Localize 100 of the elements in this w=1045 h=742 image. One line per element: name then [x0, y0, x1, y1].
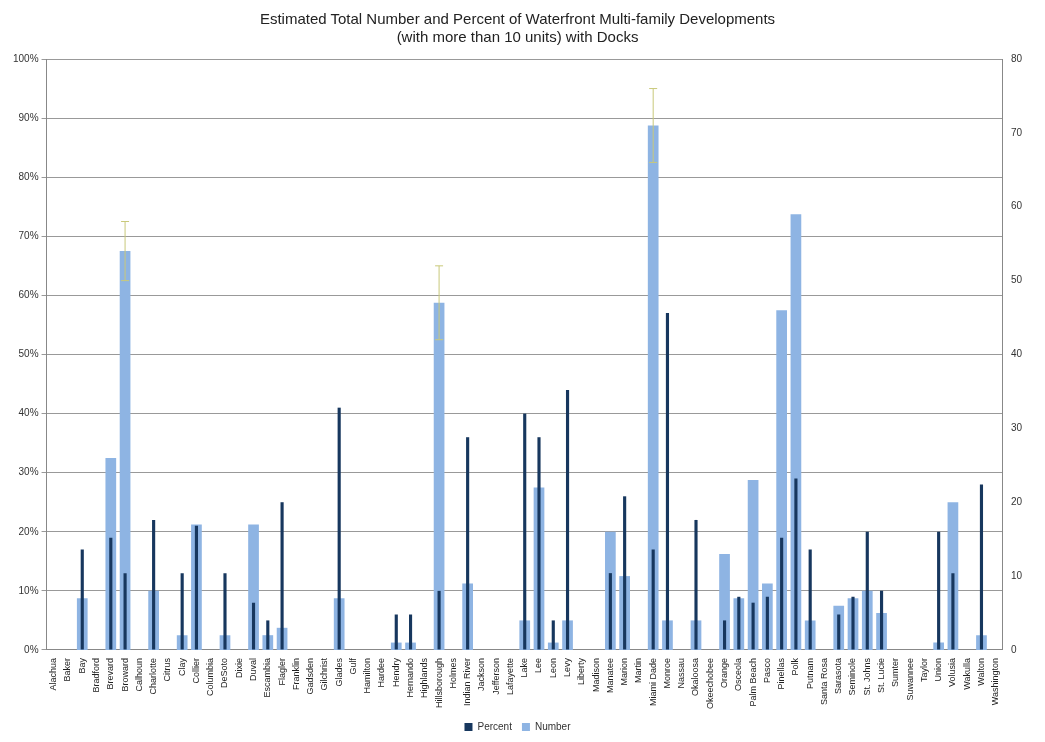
x-tick-label: Broward	[119, 657, 130, 692]
x-tick-label: Brevard	[105, 657, 116, 690]
x-tick-label: Gulf	[347, 657, 358, 675]
y2-tick-label: 50	[1010, 274, 1023, 286]
x-tick-label: Sarasota	[833, 657, 844, 694]
x-tick-label: Holmes	[447, 657, 458, 689]
x-tick-label: Escambia	[262, 657, 273, 698]
y-tick-label: 30%	[18, 466, 39, 478]
x-tick-label: Lee	[533, 657, 544, 673]
y-tick-label: 100%	[13, 52, 39, 64]
x-tick-label: Putnam	[804, 657, 815, 689]
x-tick-label: Levy	[562, 657, 573, 677]
y-tick-label: 90%	[18, 111, 39, 123]
x-tick-label: St. Johns	[861, 657, 872, 696]
y-tick-label: 10%	[18, 584, 39, 596]
x-tick-label: Martin	[633, 657, 644, 683]
x-tick-label: Baker	[62, 657, 73, 682]
x-tick-label: Santa Rosa	[818, 657, 829, 705]
y2-tick-label: 0	[1010, 643, 1017, 655]
bar	[722, 620, 727, 650]
x-tick-label: Lake	[519, 657, 530, 678]
x-tick-label: Gadsden	[305, 657, 316, 695]
x-tick-label: Palm Beach	[747, 657, 758, 707]
x-tick-label: Hernando	[405, 657, 416, 698]
x-tick-label: Monroe	[661, 657, 672, 689]
x-tick-label: Marion	[619, 657, 630, 686]
x-tick-label: Pasco	[761, 657, 772, 683]
x-tick-label: Lafayette	[504, 657, 515, 695]
bar	[123, 573, 127, 650]
x-tick-label: Volusia	[947, 657, 958, 687]
y-tick-label: 0%	[24, 643, 39, 655]
x-tick-label: Hillsborough	[433, 657, 444, 708]
y2-tick-label: 30	[1010, 422, 1023, 434]
y2-tick-label: 20	[1010, 495, 1023, 507]
x-tick-label: Miami Dade	[647, 657, 658, 706]
x-tick-label: Franklin	[290, 657, 301, 690]
y-tick-label: 50%	[18, 348, 39, 360]
x-tick-label: Orange	[719, 657, 730, 688]
y-tick-label: 70%	[18, 230, 39, 242]
x-tick-label: Collier	[190, 657, 201, 684]
y2-tick-label: 10	[1010, 569, 1023, 581]
bar	[119, 251, 131, 650]
x-tick-label: Polk	[790, 657, 801, 676]
x-tick-label: Calhoun	[133, 657, 144, 692]
x-tick-label: Madison	[590, 657, 601, 692]
bar	[780, 537, 784, 650]
y-tick-label: 60%	[18, 289, 39, 301]
x-tick-label: Taylor	[918, 657, 929, 682]
x-tick-label: Okeechobee	[704, 657, 715, 710]
x-tick-label: Charlotte	[148, 657, 159, 695]
x-tick-label: Citrus	[162, 657, 173, 682]
legend-label: Percent	[477, 720, 513, 732]
y2-tick-label: 40	[1010, 348, 1023, 360]
bar	[651, 549, 655, 650]
bar	[794, 478, 798, 650]
x-tick-label: Suwannee	[904, 657, 915, 701]
x-tick-label: Sumter	[890, 657, 901, 687]
x-tick-label: Clay	[176, 657, 187, 676]
x-tick-label: Wakulla	[961, 657, 972, 690]
x-tick-label: Walton	[975, 657, 986, 686]
x-tick-label: Columbia	[205, 657, 216, 696]
bar	[951, 573, 955, 650]
x-tick-label: Washington	[990, 657, 1001, 706]
x-tick-label: Hardee	[376, 657, 387, 688]
x-tick-label: Seminole	[847, 657, 858, 696]
bar	[251, 602, 256, 650]
legend-label: Number	[534, 720, 572, 732]
x-tick-label: Glades	[333, 657, 344, 687]
x-tick-label: Hamilton	[362, 657, 373, 694]
x-tick-label: Jackson	[476, 657, 487, 691]
bar	[751, 602, 755, 650]
x-tick-label: Bay	[76, 657, 87, 674]
x-tick-label: Jefferson	[490, 657, 501, 695]
bar	[109, 537, 113, 650]
x-tick-label: Osceola	[733, 657, 744, 691]
x-tick-label: Nassau	[676, 657, 687, 689]
x-tick-label: St. Lucie	[876, 657, 887, 693]
y-tick-label: 80%	[18, 170, 39, 182]
x-tick-label: Leon	[547, 657, 558, 678]
y-tick-label: 40%	[18, 407, 39, 419]
x-tick-label: Gilchrist	[319, 657, 330, 691]
x-tick-label: Indian River	[462, 657, 473, 706]
x-tick-label: DeSoto	[219, 657, 230, 688]
y2-tick-label: 70	[1010, 126, 1023, 138]
y2-tick-label: 80	[1010, 52, 1023, 64]
bar	[776, 310, 787, 650]
y-tick-label: 20%	[18, 525, 39, 537]
x-tick-label: Union	[933, 657, 944, 682]
x-tick-label: Alachua	[48, 657, 59, 691]
x-tick-label: Okaloosa	[690, 657, 701, 696]
x-tick-label: Hendry	[390, 657, 401, 687]
x-tick-label: Liberty	[576, 657, 587, 685]
bar	[437, 590, 441, 650]
bar	[747, 480, 759, 650]
chart-title: Estimated Total Number and Percent of Waterfront Multi-family Developments (with more than 10 units) with Docks	[259, 10, 776, 46]
bar	[719, 553, 730, 650]
x-tick-label: Highlands	[419, 657, 430, 698]
x-tick-label: Duval	[248, 657, 259, 681]
x-tick-label: Pinellas	[776, 657, 787, 690]
x-tick-label: Manatee	[604, 657, 615, 693]
